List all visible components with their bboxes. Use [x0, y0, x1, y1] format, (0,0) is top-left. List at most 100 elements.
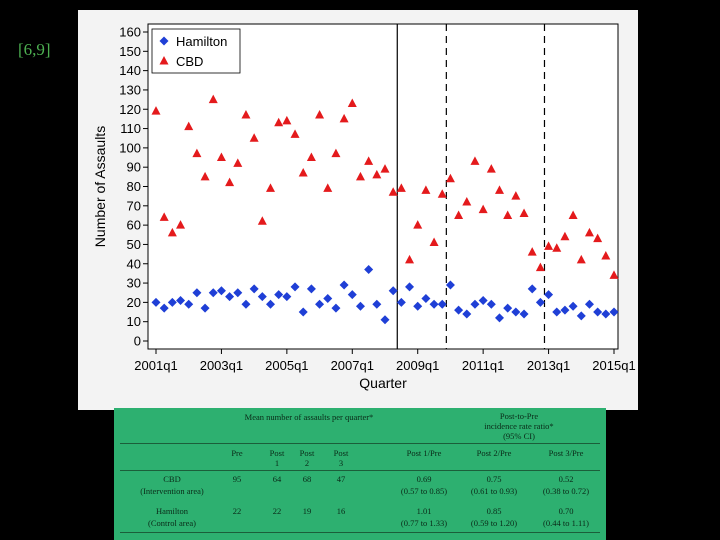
cbd-point — [249, 133, 259, 142]
hamilton-point — [495, 313, 504, 323]
hamilton-point — [552, 307, 562, 317]
x-tick-label: 2007q1 — [331, 358, 374, 373]
col-post3: Post — [333, 448, 349, 458]
col-post2: Post — [299, 448, 315, 458]
hamilton-point — [519, 309, 529, 319]
y-tick-label: 50 — [127, 237, 141, 252]
cbd-point — [159, 212, 169, 221]
hamilton-point — [257, 292, 267, 302]
hamilton-point — [584, 299, 594, 309]
y-tick-label: 10 — [127, 314, 141, 329]
cbd-point — [511, 191, 521, 200]
hamilton-point — [527, 284, 537, 294]
cbd-point — [470, 156, 480, 165]
cbd-point — [609, 270, 619, 279]
x-axis-label: Quarter — [359, 375, 407, 391]
col-post1: Post — [269, 448, 285, 458]
x-tick-label: 2013q1 — [527, 358, 570, 373]
hamilton-point — [339, 280, 349, 290]
legend-hamilton-label: Hamilton — [176, 34, 227, 49]
x-tick-label: 2003q1 — [200, 358, 243, 373]
row-hamilton-irr1: 1.01 — [416, 506, 432, 516]
hamilton-point — [241, 299, 251, 309]
hamilton-point — [216, 286, 226, 296]
hamilton-point — [184, 299, 194, 309]
header-mean: Mean number of assaults per quarter* — [244, 412, 374, 422]
x-tick-label: 2001q1 — [134, 358, 177, 373]
slide-reference: [6,9] — [18, 40, 51, 59]
cbd-point — [339, 113, 349, 123]
hamilton-point — [462, 309, 472, 319]
cbd-point — [257, 216, 267, 225]
y-tick-label: 140 — [119, 63, 141, 78]
cbd-point — [274, 117, 284, 127]
header-irr-1: Post-to-Pre — [499, 411, 539, 421]
cbd-point — [216, 152, 226, 162]
cbd-point — [176, 220, 186, 229]
hamilton-point — [511, 307, 521, 317]
cbd-point — [380, 164, 390, 173]
col-post2-num: 2 — [304, 458, 310, 468]
cbd-point — [495, 185, 504, 194]
row-cbd-post3: 47 — [336, 474, 346, 484]
cbd-point — [315, 110, 325, 119]
hamilton-point — [331, 303, 341, 313]
chart-panel: 0 10 20 30 40 50 60 70 80 90 100 110 120 130 140 150 160… — [78, 10, 638, 410]
row-hamilton-pre: 22 — [232, 506, 242, 516]
hamilton-point — [405, 282, 415, 292]
hamilton-point — [568, 301, 578, 311]
cbd-point — [396, 183, 406, 192]
row-cbd-irr1: 0.69 — [416, 474, 432, 484]
hamilton-point — [315, 299, 325, 309]
table-rule-bottom — [120, 532, 600, 533]
y-tick-label: 120 — [119, 102, 141, 117]
row-cbd-pre: 95 — [232, 474, 242, 484]
hamilton-point — [200, 303, 210, 313]
hamilton-point — [274, 290, 284, 300]
hamilton-point — [478, 295, 488, 305]
results-table: Mean number of assaults per quarter* Pos… — [114, 408, 606, 540]
x-tick-label: 2005q1 — [265, 358, 308, 373]
header-irr-3: (95% CI) — [503, 431, 535, 441]
hamilton-point — [437, 299, 447, 309]
hamilton-point — [388, 286, 398, 296]
legend-cbd-marker — [159, 56, 169, 65]
hamilton-point — [560, 305, 570, 315]
hamilton-point — [347, 290, 357, 300]
hamilton-point — [208, 288, 218, 298]
cbd-point — [225, 177, 235, 187]
hamilton-point — [233, 288, 243, 298]
row-cbd-irr2-ci: (0.61 to 0.93) — [470, 486, 518, 496]
cbd-point — [331, 148, 341, 158]
cbd-point — [593, 233, 603, 243]
table-rule-mid — [120, 470, 600, 471]
cbd-point — [413, 220, 423, 229]
row-hamilton-sub: (Control area) — [148, 518, 196, 528]
cbd-point — [486, 164, 496, 173]
hamilton-point — [593, 307, 603, 317]
y-tick-label: 70 — [127, 198, 141, 213]
hamilton-point — [249, 284, 259, 294]
col-post3-num: 3 — [338, 458, 344, 468]
row-cbd-irr2: 0.75 — [486, 474, 502, 484]
table-rule-top — [120, 443, 600, 444]
row-hamilton-post1: 22 — [272, 506, 282, 516]
cbd-point — [601, 251, 611, 260]
cbd-point — [208, 94, 218, 104]
cbd-point — [282, 115, 292, 125]
col-irr3: Post 3/Pre — [548, 448, 584, 458]
cbd-point — [266, 183, 275, 192]
cbd-point — [503, 210, 513, 219]
cbd-point — [535, 262, 545, 272]
hamilton-point — [298, 307, 308, 317]
cbd-point — [355, 171, 365, 181]
hamilton-point — [535, 297, 545, 307]
y-tick-label: 100 — [119, 140, 141, 155]
hamilton-point — [159, 303, 169, 313]
hamilton-point — [380, 315, 390, 325]
hamilton-point — [576, 311, 586, 321]
cbd-point — [437, 189, 447, 198]
y-tick-label: 90 — [127, 160, 141, 175]
row-cbd-post1: 64 — [272, 474, 282, 484]
row-cbd-sub: (Intervention area) — [140, 486, 204, 496]
